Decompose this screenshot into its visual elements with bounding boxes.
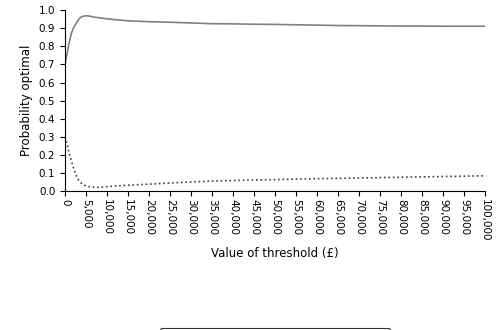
Sorafenib [79,182,85,186]
Sorafenib [419,175,425,179]
SIR spheres [377,24,383,28]
SIR spheres [335,23,341,27]
SIR spheres [92,15,98,19]
SIR spheres [70,26,76,30]
Line: Sorafenib: Sorafenib [65,137,485,187]
Sorafenib [167,181,173,185]
SIR spheres [64,51,70,55]
Sorafenib [125,183,131,187]
SIR spheres [461,24,467,28]
Sorafenib [398,175,404,179]
Legend: SIR spheres, Sorafenib: SIR spheres, Sorafenib [160,328,390,330]
Sorafenib [440,175,446,179]
Sorafenib [64,142,70,146]
Sorafenib [92,185,98,189]
SIR spheres [167,20,173,24]
Line: SIR spheres: SIR spheres [65,16,485,64]
Sorafenib [96,185,102,189]
Sorafenib [188,180,194,184]
Sorafenib [72,171,78,175]
Sorafenib [66,151,72,155]
Sorafenib [70,166,76,170]
SIR spheres [251,22,257,26]
SIR spheres [62,62,68,66]
Sorafenib [335,176,341,180]
Sorafenib [87,185,93,189]
Sorafenib [68,159,74,163]
Sorafenib [251,178,257,182]
SIR spheres [146,20,152,24]
SIR spheres [79,15,85,18]
Y-axis label: Probability optimal: Probability optimal [20,45,33,156]
Sorafenib [377,176,383,180]
Sorafenib [230,179,236,182]
SIR spheres [440,24,446,28]
Sorafenib [314,177,320,181]
X-axis label: Value of threshold (£): Value of threshold (£) [211,247,339,260]
SIR spheres [230,22,236,26]
SIR spheres [188,21,194,25]
SIR spheres [125,19,131,23]
Sorafenib [356,176,362,180]
Sorafenib [104,185,110,189]
SIR spheres [72,22,78,26]
Sorafenib [146,182,152,186]
SIR spheres [314,23,320,27]
SIR spheres [87,14,93,18]
Sorafenib [62,135,68,139]
SIR spheres [419,24,425,28]
SIR spheres [272,22,278,26]
SIR spheres [482,24,488,28]
Sorafenib [461,174,467,178]
SIR spheres [83,14,89,18]
SIR spheres [74,19,80,23]
SIR spheres [68,32,74,36]
SIR spheres [398,24,404,28]
Sorafenib [83,184,89,188]
Sorafenib [272,178,278,182]
Sorafenib [209,179,215,183]
Sorafenib [112,184,118,188]
SIR spheres [209,22,215,26]
SIR spheres [76,16,82,20]
SIR spheres [112,18,118,22]
SIR spheres [104,17,110,21]
Sorafenib [74,177,80,181]
Sorafenib [76,180,82,183]
SIR spheres [66,41,72,45]
SIR spheres [96,16,102,20]
SIR spheres [293,23,299,27]
Sorafenib [482,174,488,178]
Sorafenib [293,177,299,181]
SIR spheres [356,24,362,28]
